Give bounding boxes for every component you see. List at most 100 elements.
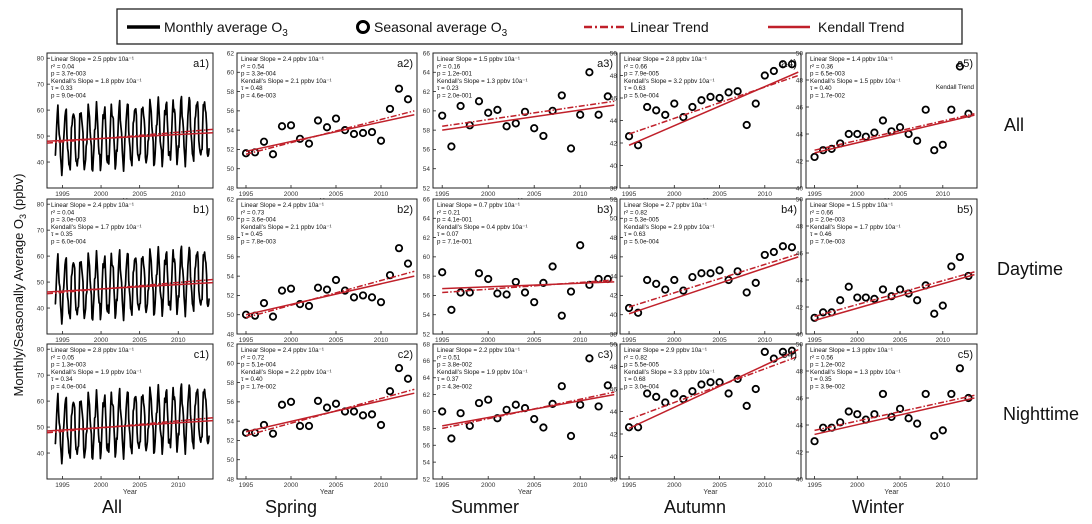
panels: 40 50 60 70 80 1995 2000 2005 2010 Year Linear Slo… xyxy=(37,50,978,496)
x-tick-label: 2010 xyxy=(758,337,773,344)
seasonal-point xyxy=(955,62,965,71)
seasonal-point xyxy=(331,275,341,285)
legend-item-monthly: Monthly average O3 xyxy=(164,19,288,39)
kendall-trend-line xyxy=(46,419,214,432)
stat-line: p = 4.6e-003 xyxy=(241,93,276,100)
x-tick-label: 1995 xyxy=(622,337,637,344)
seasonal-point xyxy=(921,389,930,399)
seasonal-point xyxy=(241,428,251,437)
seasonal-point xyxy=(921,105,930,114)
seasonal-point xyxy=(376,136,386,145)
seasonal-point xyxy=(358,128,368,138)
x-tick-label: 2000 xyxy=(481,337,496,344)
x-tick-label: 2005 xyxy=(329,337,344,344)
y-tick-label: 48 xyxy=(796,223,804,230)
seasonal-point xyxy=(947,389,956,399)
seasonal-point xyxy=(760,71,769,80)
stat-line: Linear Slope = 1.3 ppbv 10a⁻¹ xyxy=(810,347,893,354)
seasonal-point xyxy=(493,105,502,114)
y-tick-label: 70 xyxy=(37,227,45,234)
seasonal-point xyxy=(760,250,769,260)
seasonal-point xyxy=(769,66,778,76)
y-tick-label: 80 xyxy=(37,55,45,62)
y-tick-label: 40 xyxy=(796,331,804,338)
seasonal-point xyxy=(322,403,332,412)
stat-line: p = 5.0e-004 xyxy=(624,93,659,100)
seasonal-point xyxy=(769,354,778,363)
seasonal-point xyxy=(688,102,697,112)
seasonal-point xyxy=(878,285,888,294)
stat-line: Kendall's Slope = 2.9 ppbv 10a⁻¹ xyxy=(624,224,715,231)
stat-line: p = 3.9e-002 xyxy=(810,384,845,391)
seasonal-point xyxy=(438,407,447,416)
stat-line: Kendall's Slope = 1.9 ppbv 10a⁻¹ xyxy=(51,369,142,376)
kendall-trend-line xyxy=(442,393,615,427)
seasonal-point xyxy=(465,288,474,297)
kendall-trend-line xyxy=(628,71,799,146)
seasonal-point xyxy=(474,97,484,106)
seasonal-point xyxy=(594,110,603,119)
y-tick-label: 56 xyxy=(227,254,235,261)
y-tick-label: 48 xyxy=(610,73,618,80)
column-labels: All Spring Summer Autumn Winter xyxy=(102,497,904,517)
seasonal-point xyxy=(438,111,447,120)
seasonal-point xyxy=(403,374,413,383)
y-tick-label: 50 xyxy=(796,50,804,57)
y-tick-label: 38 xyxy=(610,476,618,483)
stat-line: p = 4.1e-001 xyxy=(437,217,472,224)
seasonal-point xyxy=(259,137,269,146)
y-tick-label: 66 xyxy=(423,50,431,57)
stat-line: τ = 0.40 xyxy=(241,376,263,383)
seasonal-point xyxy=(887,292,896,301)
seasonal-point xyxy=(930,146,939,155)
panel-label: c1) xyxy=(194,349,209,361)
stat-line: Kendall's Slope = 1.7 ppbv 10a⁻¹ xyxy=(810,224,901,231)
y-tick-label: 56 xyxy=(227,108,235,115)
kendall-trend-line xyxy=(628,348,799,430)
stat-line: τ = 0.63 xyxy=(624,231,646,238)
y-tick-label: 46 xyxy=(796,395,804,402)
stat-line: p = 5.1e-004 xyxy=(241,362,276,369)
seasonal-point xyxy=(539,278,548,287)
stat-line: p = 3.0e-004 xyxy=(624,384,659,391)
stat-line: p = 1.3e-003 xyxy=(51,362,86,369)
y-tick-label: 60 xyxy=(227,216,235,223)
stat-line: r² = 0.73 xyxy=(241,209,265,216)
stat-line: p = 7.9e-005 xyxy=(624,71,659,78)
panel-annotation: Kendall Trend xyxy=(936,84,975,91)
linear-trend-line xyxy=(442,391,615,430)
seasonal-point xyxy=(742,401,751,410)
seasonal-point xyxy=(566,144,576,153)
stat-line: r² = 0.56 xyxy=(810,354,834,361)
kendall-trend-line xyxy=(814,397,975,436)
y-tick-label: 54 xyxy=(423,459,431,466)
y-tick-label: 60 xyxy=(423,108,431,115)
seasonal-point xyxy=(652,392,661,401)
x-tick-label: 2000 xyxy=(667,337,682,344)
seasonal-point xyxy=(787,60,797,69)
seasonal-point xyxy=(367,293,377,302)
seasonal-point xyxy=(643,389,652,398)
stat-line: Kendall's Slope = 3.2 ppbv 10a⁻¹ xyxy=(624,78,715,85)
y-tick-label: 58 xyxy=(227,89,235,96)
x-tick-label: 1995 xyxy=(55,337,70,344)
seasonal-point xyxy=(715,266,724,275)
seasonal-point xyxy=(376,298,386,307)
stat-line: Linear Slope = 0.7 ppbv 10a⁻¹ xyxy=(437,202,520,209)
stat-line: p = 7.8e-003 xyxy=(241,239,276,246)
y-tick-label: 48 xyxy=(227,476,235,483)
seasonal-point xyxy=(810,152,819,162)
x-tick-label: 2010 xyxy=(936,482,951,489)
x-tick-label: 2010 xyxy=(171,191,186,198)
stat-line: p = 3.7e-003 xyxy=(51,71,86,78)
x-tick-label: 2010 xyxy=(758,482,773,489)
seasonal-point xyxy=(947,105,956,114)
x-tick-label: 2010 xyxy=(374,337,389,344)
stat-line: p = 6.0e-004 xyxy=(51,239,86,246)
legend-swatch-seasonal xyxy=(356,20,370,34)
stat-line: Linear Slope = 2.4 ppbv 10a⁻¹ xyxy=(241,202,324,209)
seasonal-point xyxy=(724,389,733,398)
seasonal-point xyxy=(742,288,751,297)
seasonal-point xyxy=(938,426,947,435)
